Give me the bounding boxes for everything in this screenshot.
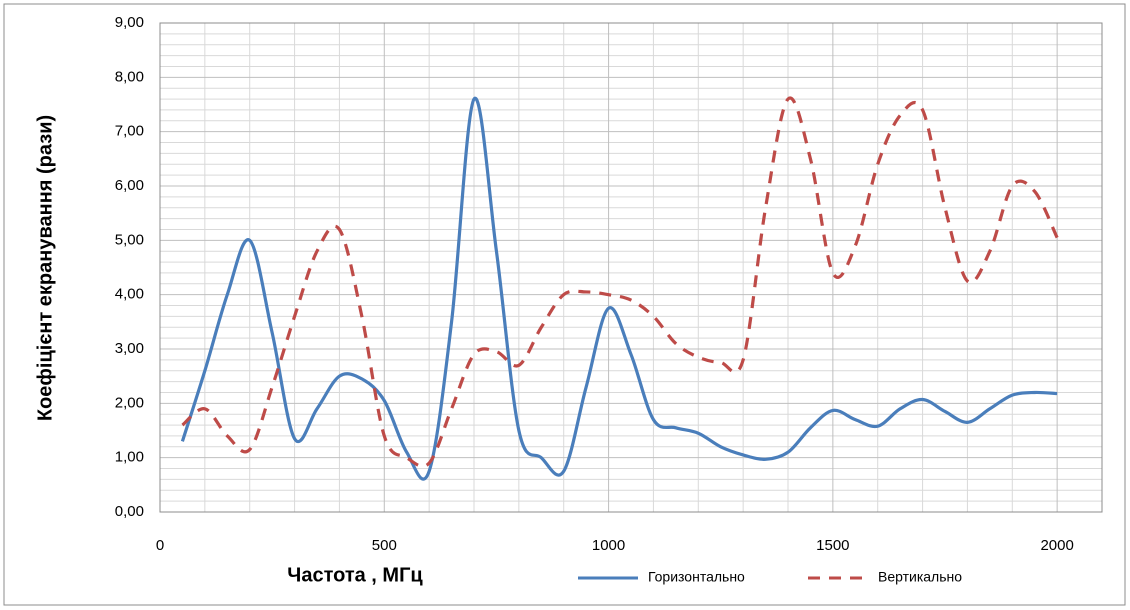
chart-border xyxy=(3,3,1126,606)
plot-area-border xyxy=(159,22,1103,513)
legend-label: Горизонтально xyxy=(648,569,745,585)
x-tick-label: 500 xyxy=(372,537,397,554)
y-tick-label: 3,00 xyxy=(115,340,144,357)
y-tick-label: 4,00 xyxy=(115,286,144,303)
y-tick-label: 8,00 xyxy=(115,68,144,85)
x-axis-title: Частота , МГц xyxy=(287,564,423,586)
y-tick-label: 5,00 xyxy=(115,231,144,248)
x-tick-label: 2000 xyxy=(1040,537,1073,554)
legend-label: Вертикально xyxy=(878,569,962,585)
y-tick-label: 0,00 xyxy=(115,503,144,520)
y-axis-title: Коефіцієнт екранування (рази) xyxy=(34,115,56,421)
series-line xyxy=(180,96,1058,481)
y-tick-label: 9,00 xyxy=(115,14,144,31)
minor-grid xyxy=(160,23,1102,512)
x-tick-label: 1500 xyxy=(816,537,849,554)
y-tick-label: 2,00 xyxy=(115,394,144,411)
series-line xyxy=(181,96,1059,468)
y-tick-label: 7,00 xyxy=(115,123,144,140)
x-tick-label: 0 xyxy=(156,537,164,554)
y-tick-label: 6,00 xyxy=(115,177,144,194)
y-tick-label: 1,00 xyxy=(115,449,144,466)
x-tick-label: 1000 xyxy=(592,537,625,554)
